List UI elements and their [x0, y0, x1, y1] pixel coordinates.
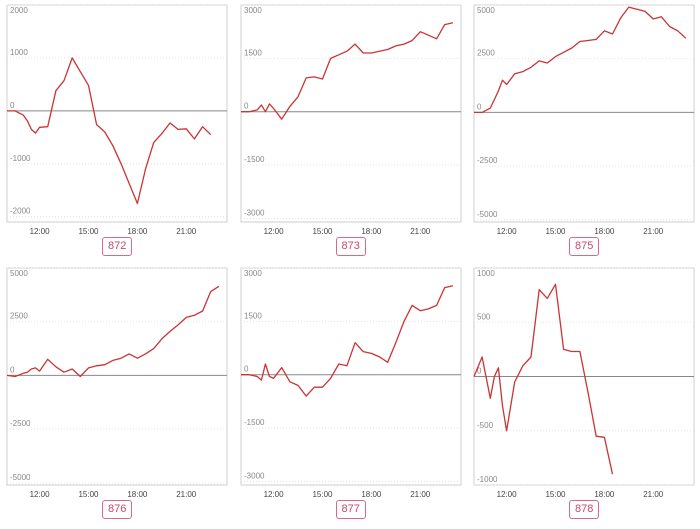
y-tick-label: -2500 — [477, 156, 498, 165]
x-tick-label: 18:00 — [361, 490, 382, 499]
x-tick-label: 21:00 — [410, 227, 431, 236]
x-tick-label: 18:00 — [594, 227, 615, 236]
chart-panel: -1000 -500 0 500 1000 12:00 15:00 18:00 21:00 878 — [472, 266, 700, 529]
line-chart: -5000 -2500 0 2500 5000 12:00 15:00 18:00 21:00 — [473, 4, 695, 236]
x-tick-label: 12:00 — [497, 490, 518, 499]
x-tick-label: 15:00 — [545, 490, 566, 499]
y-tick-label: 3000 — [244, 269, 262, 278]
x-tick-label: 21:00 — [643, 490, 664, 499]
plot-frame — [240, 267, 461, 486]
y-tick-label: 2500 — [10, 312, 28, 321]
x-tick-label: 15:00 — [545, 227, 566, 236]
y-tick-label: 0 — [244, 102, 249, 111]
series-line — [240, 285, 453, 397]
chart-panel: -3000 -1500 0 1500 3000 12:00 15:00 18:00 21:00 8… — [239, 266, 471, 529]
series-line — [474, 6, 687, 114]
y-tick-label: -5000 — [477, 210, 498, 219]
plot-frame — [6, 4, 228, 223]
chart-label-badge: 875 — [569, 237, 600, 256]
y-tick-label: 5000 — [10, 269, 28, 278]
y-tick-label: 2000 — [10, 6, 28, 15]
y-tick-label: 5000 — [477, 6, 495, 15]
chart-label-badge: 877 — [335, 500, 366, 519]
x-tick-label: 21:00 — [643, 227, 664, 236]
y-tick-label: 2500 — [477, 49, 495, 58]
y-tick-label: 1500 — [244, 48, 262, 57]
x-tick-label: 12:00 — [263, 490, 284, 499]
y-tick-label: 1500 — [244, 311, 262, 320]
y-tick-label: -2000 — [10, 207, 31, 216]
plot-frame — [473, 4, 695, 223]
line-chart: -2000 -1000 0 1000 2000 12:00 15:00 18:00 21:00 — [6, 4, 228, 236]
x-tick-label: 21:00 — [410, 490, 431, 499]
x-tick-label: 12:00 — [263, 227, 284, 236]
y-tick-label: 0 — [10, 101, 15, 110]
y-tick-label: 500 — [477, 312, 491, 321]
y-tick-label: 0 — [244, 365, 249, 374]
plot-frame — [240, 4, 461, 223]
x-tick-label: 15:00 — [78, 227, 99, 236]
x-tick-label: 18:00 — [127, 490, 148, 499]
x-tick-label: 12:00 — [497, 227, 518, 236]
y-tick-label: -3000 — [244, 471, 265, 480]
series-line — [7, 57, 212, 205]
y-tick-label: 0 — [477, 102, 482, 111]
x-tick-label: 15:00 — [78, 490, 99, 499]
chart-panel: -5000 -2500 0 2500 5000 12:00 15:00 18:00 21:00 8… — [5, 266, 237, 529]
y-tick-label: 3000 — [244, 6, 262, 15]
y-tick-label: 1000 — [10, 48, 28, 57]
line-chart: -3000 -1500 0 1500 3000 12:00 15:00 18:00 21:00 — [240, 267, 461, 499]
y-tick-label: -1000 — [10, 154, 31, 163]
chart-label-badge: 878 — [569, 500, 600, 519]
series-line — [473, 283, 614, 475]
y-tick-label: 0 — [10, 365, 15, 374]
y-tick-label: -1500 — [244, 155, 265, 164]
series-line — [240, 22, 453, 120]
y-tick-label: 1000 — [477, 269, 495, 278]
x-tick-label: 15:00 — [312, 227, 333, 236]
line-chart: -3000 -1500 0 1500 3000 12:00 15:00 18:00 21:00 — [240, 4, 461, 236]
x-tick-label: 15:00 — [312, 490, 333, 499]
y-tick-label: -1500 — [244, 418, 265, 427]
x-tick-label: 18:00 — [594, 490, 615, 499]
x-tick-label: 12:00 — [30, 227, 51, 236]
chart-panel: -3000 -1500 0 1500 3000 12:00 15:00 18:00 21:00 8… — [239, 3, 471, 266]
y-tick-label: -2500 — [10, 419, 31, 428]
x-tick-label: 21:00 — [176, 227, 197, 236]
line-chart: -5000 -2500 0 2500 5000 12:00 15:00 18:00 21:00 — [6, 267, 228, 499]
chart-label-badge: 872 — [102, 237, 133, 256]
series-line — [6, 285, 220, 378]
plot-frame — [6, 267, 228, 486]
y-tick-label: -500 — [477, 421, 494, 430]
x-tick-label: 18:00 — [361, 227, 382, 236]
chart-label-badge: 876 — [102, 500, 133, 519]
x-tick-label: 12:00 — [30, 490, 51, 499]
y-tick-label: 0 — [477, 367, 482, 376]
line-chart: -1000 -500 0 500 1000 12:00 15:00 18:00 21:00 — [473, 267, 695, 499]
y-tick-label: -1000 — [477, 475, 498, 484]
y-tick-label: -5000 — [10, 473, 31, 482]
y-tick-label: -3000 — [244, 208, 265, 217]
chart-panel: -2000 -1000 0 1000 2000 12:00 15:00 18:00 21:00 8… — [5, 3, 237, 266]
chart-panel: -5000 -2500 0 2500 5000 12:00 15:00 18:00 21:00 8… — [472, 3, 700, 266]
x-tick-label: 18:00 — [127, 227, 148, 236]
x-tick-label: 21:00 — [176, 490, 197, 499]
chart-label-badge: 873 — [335, 237, 366, 256]
